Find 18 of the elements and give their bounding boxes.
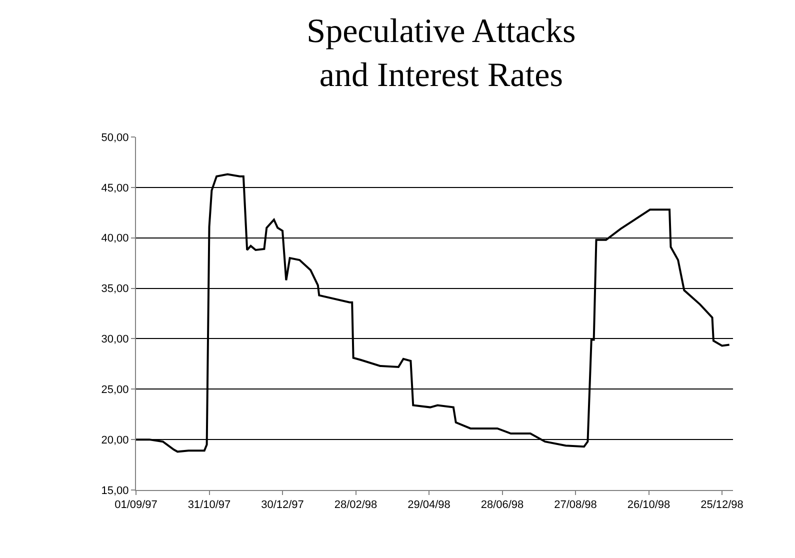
x-tick-label: 28/02/98 xyxy=(334,499,378,512)
x-tick-label: 28/06/98 xyxy=(480,499,524,512)
y-tick-label: 25,00 xyxy=(101,384,129,396)
y-tick-label: 30,00 xyxy=(101,334,129,346)
x-tick-label: 30/12/97 xyxy=(261,499,304,512)
x-tick-label: 25/12/98 xyxy=(700,499,744,512)
x-tick-label: 26/10/98 xyxy=(627,499,670,512)
x-tick-label: 01/09/97 xyxy=(114,499,158,512)
y-tick-label: 40,00 xyxy=(101,232,129,245)
y-tick-label: 45,00 xyxy=(101,182,129,194)
x-tick-label: 27/08/98 xyxy=(554,499,597,512)
y-tick-label: 20,00 xyxy=(101,434,129,446)
y-tick-label: 35,00 xyxy=(101,283,129,296)
y-tick-label: 15,00 xyxy=(101,484,129,497)
chart-title: Speculative Attacks and Interest Rates xyxy=(306,12,576,94)
y-tick-label: 50,00 xyxy=(101,132,129,144)
x-tick-label: 29/04/98 xyxy=(408,499,450,512)
x-tick-label: 31/10/97 xyxy=(188,499,231,512)
